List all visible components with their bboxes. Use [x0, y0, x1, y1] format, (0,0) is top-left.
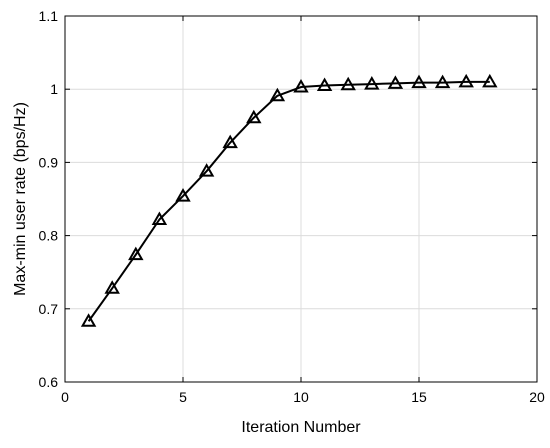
data-point — [246, 109, 262, 124]
axis-ticks: 0 5 10 15 20 0.6 0.7 0.8 0.9 1 1.1 — [39, 8, 545, 405]
x-tick-label: 5 — [179, 389, 187, 405]
data-point — [175, 188, 191, 202]
data-point — [293, 78, 309, 93]
data-point — [482, 73, 498, 88]
data-point — [269, 87, 286, 102]
y-tick-label: 1.1 — [39, 8, 59, 24]
data-point — [80, 313, 97, 327]
series-line — [87, 80, 490, 322]
data-point — [198, 163, 215, 177]
x-axis-label: Iteration Number — [241, 419, 361, 436]
data-point — [458, 73, 474, 88]
data-point — [364, 76, 380, 90]
data-point — [387, 75, 404, 89]
y-tick-label: 0.9 — [39, 154, 59, 170]
x-tick-label: 0 — [61, 389, 69, 405]
data-point — [222, 134, 238, 149]
data-point — [104, 280, 120, 294]
x-tick-label: 15 — [411, 389, 427, 405]
y-tick-label: 0.6 — [39, 374, 59, 390]
grid — [65, 16, 537, 382]
x-tick-label: 20 — [529, 389, 545, 405]
data-point — [340, 76, 356, 91]
data-point — [316, 77, 333, 92]
y-axis-label: Max-min user rate (bps/Hz) — [12, 102, 29, 296]
data-point — [411, 74, 427, 89]
y-tick-label: 1 — [50, 81, 58, 97]
data-point — [151, 211, 168, 225]
y-tick-label: 0.8 — [39, 228, 59, 244]
x-tick-label: 10 — [293, 389, 309, 405]
series-layer — [80, 73, 498, 327]
y-tick-label: 0.7 — [39, 301, 59, 317]
data-point — [434, 74, 451, 89]
data-point — [128, 246, 144, 261]
